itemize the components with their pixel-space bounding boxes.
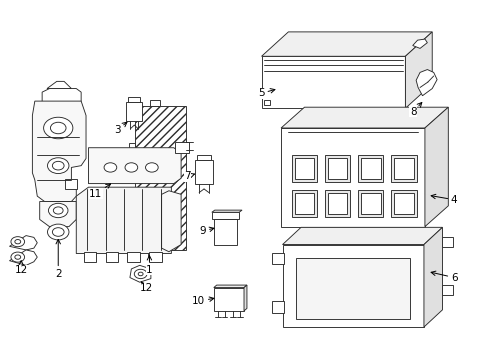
Bar [325,190,349,217]
Text: 3: 3 [114,122,127,135]
Bar [194,160,213,184]
Circle shape [11,252,24,262]
Bar [291,190,317,217]
Text: 5: 5 [258,88,274,98]
Circle shape [50,122,66,134]
Bar [105,252,118,262]
Circle shape [43,117,73,139]
Bar [149,252,161,262]
Bar [271,301,284,313]
Bar [360,193,380,214]
Bar [442,237,452,247]
Bar [129,143,135,149]
Text: 7: 7 [184,171,194,181]
Bar [360,158,380,179]
Polygon shape [415,69,436,96]
Bar [128,97,140,102]
Text: 12: 12 [15,261,28,275]
Bar [175,141,188,153]
Polygon shape [213,285,246,288]
Bar [281,128,424,226]
Bar [271,253,284,264]
Bar [211,212,239,219]
Bar [213,288,244,311]
Bar [126,102,142,121]
Polygon shape [264,100,270,105]
Bar [83,252,96,262]
Bar [294,158,314,179]
Bar [65,179,77,189]
Polygon shape [9,235,37,250]
Bar [196,154,211,160]
Circle shape [15,239,20,244]
Polygon shape [161,191,181,252]
Circle shape [48,203,68,218]
Polygon shape [42,89,81,105]
Bar [390,155,416,182]
Polygon shape [244,285,246,311]
Polygon shape [423,227,442,327]
Polygon shape [88,148,181,184]
Bar [325,155,349,182]
Bar [393,193,413,214]
Bar [127,252,140,262]
Circle shape [47,158,69,174]
Polygon shape [281,107,447,128]
Polygon shape [405,32,431,108]
Circle shape [53,207,63,214]
Text: 8: 8 [409,103,421,117]
Polygon shape [76,187,171,253]
Bar [294,193,314,214]
Polygon shape [9,250,37,265]
Polygon shape [47,81,71,89]
Polygon shape [40,202,76,226]
Text: 1: 1 [146,256,152,275]
Bar [327,193,346,214]
Bar [291,155,317,182]
Bar [442,285,452,296]
Bar [357,155,383,182]
Bar [213,219,237,244]
Circle shape [125,163,138,172]
Bar [357,190,383,217]
Text: 2: 2 [55,239,61,279]
Text: 9: 9 [199,226,213,236]
Bar [261,56,405,108]
Polygon shape [282,227,442,244]
Polygon shape [424,107,447,226]
Bar [393,158,413,179]
Bar [282,244,423,327]
Circle shape [47,224,69,240]
Bar [390,190,416,217]
Circle shape [15,255,20,259]
Text: 11: 11 [89,184,110,199]
Text: 6: 6 [430,271,457,283]
Polygon shape [211,210,242,212]
Polygon shape [261,32,431,56]
Circle shape [134,269,147,279]
Bar [296,258,409,319]
Circle shape [145,163,158,172]
Circle shape [52,161,64,170]
Text: 10: 10 [192,296,213,306]
Text: 4: 4 [430,194,457,205]
Bar [147,250,157,256]
Bar [327,158,346,179]
Circle shape [104,163,117,172]
Circle shape [52,228,64,236]
Text: 12: 12 [139,282,152,293]
Circle shape [138,272,143,276]
Polygon shape [412,39,427,48]
Bar [150,100,160,107]
Circle shape [11,237,24,247]
Polygon shape [130,265,151,282]
Polygon shape [32,101,86,202]
Bar [135,107,185,250]
